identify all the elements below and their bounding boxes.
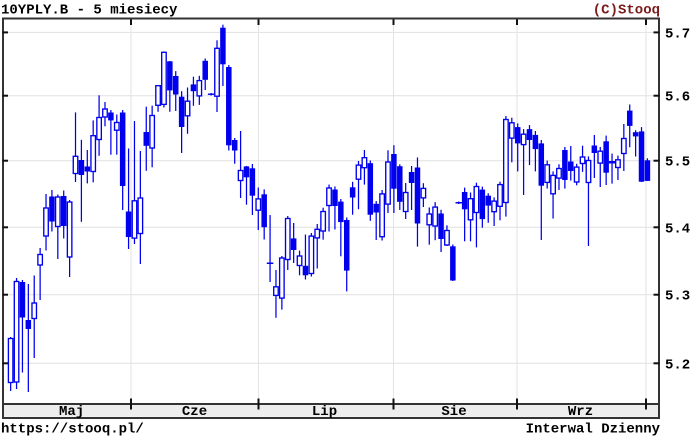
svg-text:(C)Stooq: (C)Stooq <box>593 3 660 19</box>
svg-text:https://stooq.pl/: https://stooq.pl/ <box>1 422 144 438</box>
svg-text:5.6: 5.6 <box>665 90 690 106</box>
svg-text:Sie: Sie <box>441 404 466 420</box>
svg-text:5.5: 5.5 <box>665 155 690 171</box>
svg-text:5.3: 5.3 <box>665 289 690 305</box>
svg-text:5.2: 5.2 <box>665 357 690 373</box>
svg-text:Cze: Cze <box>182 404 207 420</box>
svg-text:Lip: Lip <box>312 404 337 420</box>
svg-text:Wrz: Wrz <box>568 404 593 420</box>
svg-text:Maj: Maj <box>59 404 84 420</box>
svg-text:5.4: 5.4 <box>665 221 690 237</box>
svg-text:10YPLY.B - 5 miesiecy: 10YPLY.B - 5 miesiecy <box>1 3 178 19</box>
svg-text:5.7: 5.7 <box>665 26 690 42</box>
svg-text:Interwal Dzienny: Interwal Dzienny <box>526 422 661 438</box>
